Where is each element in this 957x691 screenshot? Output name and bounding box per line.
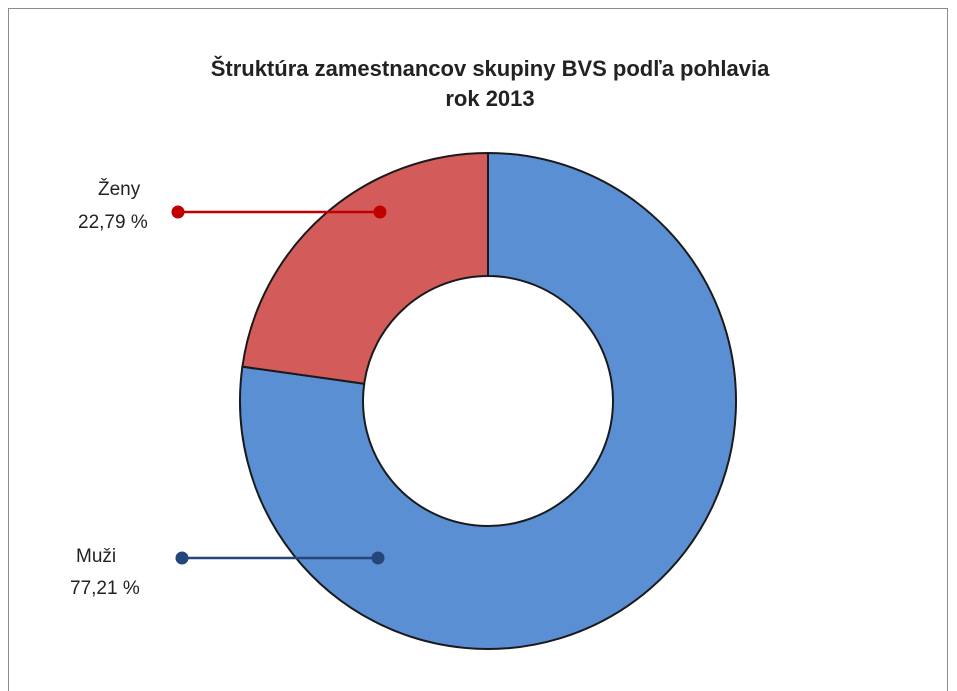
donut-slice bbox=[239, 151, 737, 650]
value-label: 22,79 % bbox=[78, 212, 148, 233]
leader-dot bbox=[171, 205, 185, 219]
leader-dot bbox=[373, 205, 387, 219]
category-label: Ženy bbox=[98, 178, 141, 200]
donut-slice bbox=[241, 151, 489, 385]
category-label: Muži bbox=[76, 546, 116, 567]
leader-dot bbox=[371, 551, 385, 565]
value-label: 77,21 % bbox=[70, 578, 140, 599]
chart-title: Štruktúra zamestnancov skupiny BVS podľa… bbox=[211, 56, 770, 81]
leader-dot bbox=[175, 551, 189, 565]
chart-subtitle: rok 2013 bbox=[445, 86, 534, 111]
